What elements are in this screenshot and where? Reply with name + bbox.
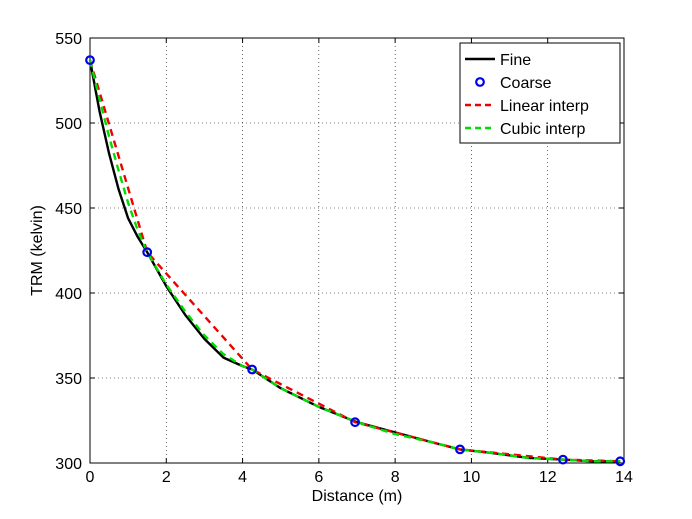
legend: Fine Coarse Linear interp Cubic interp: [459, 42, 621, 144]
y-tick-label: 550: [55, 31, 82, 48]
x-tick-label: 0: [86, 469, 95, 486]
axis-ticks: [89, 37, 625, 464]
series-coarse-point: [85, 55, 95, 65]
legend-swatch-coarse: [475, 77, 485, 87]
legend-label-linear-interp: Linear interp: [500, 98, 589, 115]
y-tick-label: 300: [55, 456, 82, 473]
x-tick-label: 12: [539, 469, 557, 486]
y-tick-label: 350: [55, 371, 82, 388]
series-layer: [85, 55, 626, 467]
series-coarse-point: [247, 364, 258, 375]
x-tick-label: 2: [162, 469, 171, 486]
series-coarse-point: [455, 444, 465, 455]
legend-label-fine: Fine: [500, 52, 531, 69]
series-coarse-point: [558, 454, 568, 465]
plot-frame: [89, 37, 625, 464]
x-tick-label: 6: [314, 469, 323, 486]
legend-label-cubic-interp: Cubic interp: [500, 121, 585, 138]
legend-label-coarse: Coarse: [500, 75, 552, 92]
y-tick-label: 500: [55, 116, 82, 133]
x-tick-label: 14: [615, 469, 633, 486]
tick-labels: 0 2 4 6 8 10 12 14 300 350 400 450 500 550: [55, 31, 633, 486]
y-tick-label: 400: [55, 286, 82, 303]
series-coarse-point: [142, 247, 153, 258]
y-tick-label: 450: [55, 201, 82, 218]
y-axis-label: TRM (kelvin): [29, 205, 46, 296]
x-tick-label: 8: [391, 469, 400, 486]
x-tick-label: 4: [238, 469, 247, 486]
x-tick-label: 10: [463, 469, 481, 486]
x-axis-label: Distance (m): [312, 488, 403, 505]
series-coarse-point: [350, 417, 360, 428]
series-coarse-point: [615, 456, 626, 467]
